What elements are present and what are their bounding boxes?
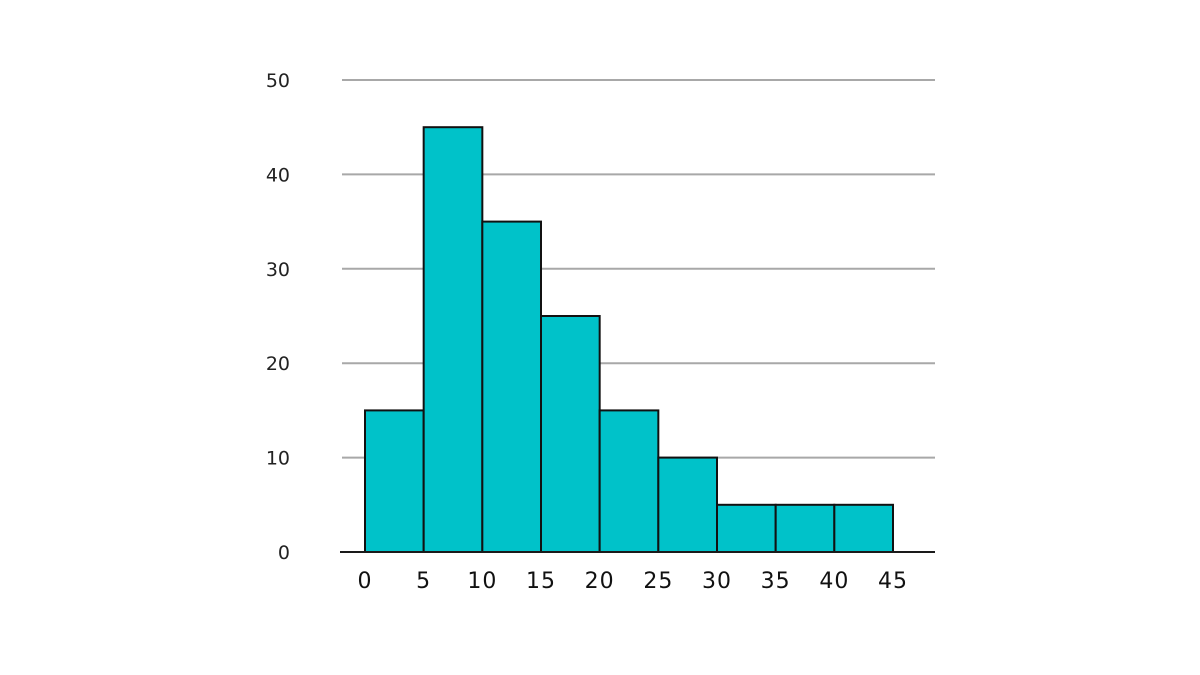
x-tick-label-25: 25 [643, 569, 673, 594]
bar-10-15 [481, 220, 543, 553]
y-tick-label-20: 20 [266, 353, 290, 375]
x-tick-label-5: 5 [416, 569, 431, 594]
y-tick-label-10: 10 [266, 448, 290, 470]
x-tick-label-30: 30 [702, 569, 732, 594]
y-tick-label-30: 30 [266, 259, 290, 281]
bar-25-30 [657, 456, 718, 554]
bar-40-45 [833, 503, 894, 553]
x-tick-label-35: 35 [761, 569, 791, 594]
x-tick-label-40: 40 [819, 569, 849, 594]
bar-0-5 [364, 409, 425, 553]
x-tick-label-15: 15 [526, 569, 556, 594]
x-tick-label-0: 0 [358, 569, 373, 594]
x-axis-tick-labels: 0 5 10 15 20 25 30 35 40 45 [358, 569, 908, 594]
x-tick-label-20: 20 [585, 569, 615, 594]
bar-30-35 [716, 503, 777, 553]
y-tick-label-40: 40 [266, 164, 290, 186]
bar-15-20 [540, 315, 601, 553]
bar-5-10 [422, 126, 484, 553]
y-axis-tick-labels: 0 10 20 30 40 50 [266, 70, 290, 564]
bar-20-25 [598, 409, 660, 553]
x-tick-label-10: 10 [467, 569, 497, 594]
y-tick-label-0: 0 [278, 542, 290, 564]
bar-35-40 [774, 503, 836, 553]
x-tick-label-45: 45 [878, 569, 908, 594]
y-tick-label-50: 50 [266, 70, 290, 92]
histogram-bars [364, 126, 894, 554]
